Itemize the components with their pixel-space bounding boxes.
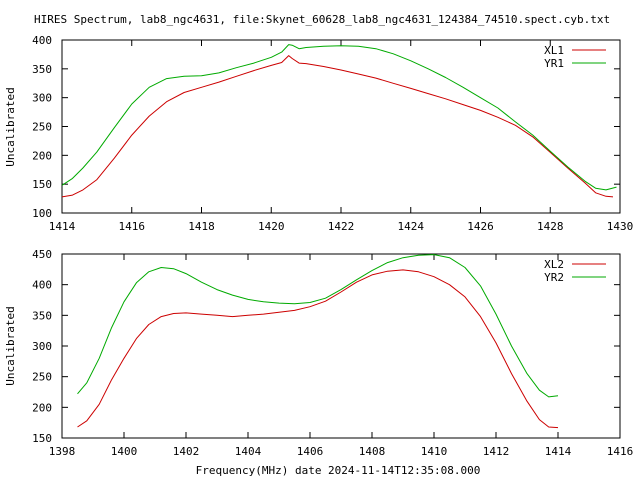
series-line-xl1: [61, 55, 614, 198]
x-tick-label: 1424: [398, 220, 425, 233]
y-tick-label: 150: [32, 432, 52, 445]
x-tick-label: 1408: [359, 445, 386, 458]
x-tick-label: 1416: [607, 445, 634, 458]
lower-y-axis-label: Uncalibrated: [4, 306, 17, 385]
y-tick-label: 150: [32, 178, 52, 191]
chart-title: HIRES Spectrum, lab8_ngc4631, file:Skyne…: [34, 13, 610, 26]
x-tick-label: 1406: [297, 445, 324, 458]
y-tick-label: 300: [32, 340, 52, 353]
plot-frame: [61, 253, 621, 439]
upper-y-axis-label: Uncalibrated: [4, 87, 17, 166]
y-tick-label: 300: [32, 92, 52, 105]
x-tick-label: 1426: [467, 220, 494, 233]
y-tick-label: 200: [32, 401, 52, 414]
legend-label: YR2: [544, 271, 564, 284]
x-tick-label: 1412: [483, 445, 510, 458]
x-tick-label: 1420: [258, 220, 285, 233]
y-tick-label: 200: [32, 149, 52, 162]
y-tick-label: 350: [32, 309, 52, 322]
plot-frame: [61, 39, 621, 214]
y-tick-label: 250: [32, 371, 52, 384]
x-tick-label: 1416: [119, 220, 146, 233]
legend-label: XL2: [544, 258, 564, 271]
legend-label: XL1: [544, 44, 564, 57]
x-axis-label: Frequency(MHz) date 2024-11-14T12:35:08.…: [196, 464, 481, 477]
x-tick-label: 1404: [235, 445, 262, 458]
y-tick-label: 450: [32, 248, 52, 261]
x-tick-label: 1414: [49, 220, 76, 233]
y-tick-label: 400: [32, 279, 52, 292]
x-tick-label: 1418: [188, 220, 215, 233]
x-tick-label: 1400: [111, 445, 138, 458]
x-tick-label: 1398: [49, 445, 76, 458]
y-tick-label: 250: [32, 121, 52, 134]
x-tick-label: 1410: [421, 445, 448, 458]
series-line-xl2: [77, 269, 559, 429]
x-tick-label: 1428: [537, 220, 564, 233]
upper-spectrum-panel: 1414 1416 1418 1420 1422 1424 1426 1428 1430 100 1…: [32, 34, 633, 233]
legend-label: YR1: [544, 57, 564, 70]
x-tick-label: 1402: [173, 445, 200, 458]
series-line-yr2: [77, 254, 559, 398]
x-tick-label: 1422: [328, 220, 355, 233]
x-tick-label: 1430: [607, 220, 634, 233]
lower-spectrum-panel: 1398 1400 1402 1404 1406 1408 1410 1412 1414 1416…: [32, 248, 633, 458]
y-tick-label: 350: [32, 63, 52, 76]
y-tick-label: 100: [32, 207, 52, 220]
x-tick-label: 1414: [545, 445, 572, 458]
series-line-yr1: [61, 44, 617, 191]
y-tick-label: 400: [32, 34, 52, 47]
